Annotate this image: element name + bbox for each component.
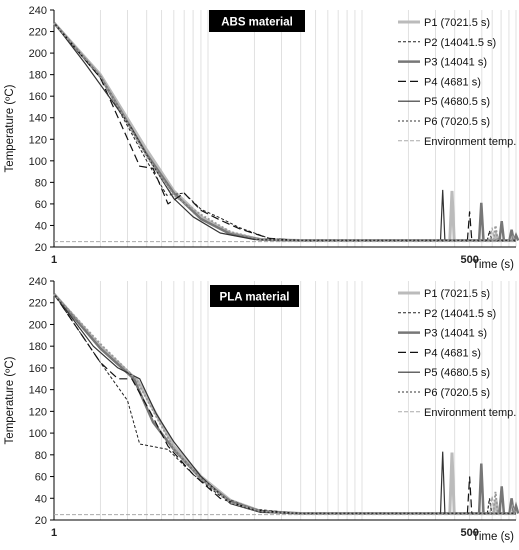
y-axis-label: Temperature (ºC): [4, 356, 16, 444]
series-spike-1: [448, 190, 456, 241]
y-tick-label: 240: [29, 5, 47, 17]
legend-entry-6: P6 (7020.5 s): [424, 387, 490, 399]
y-axis-label: Temperature (ºC): [4, 84, 16, 172]
series-line-5: [53, 22, 516, 242]
legend-entry-7: Environment temp.: [424, 136, 516, 148]
chart-panel-2: 20 40 60 80 100 120 140 160 180 200 220 240 1 500 Temp…: [4, 276, 519, 543]
x-tick-label: 500: [460, 254, 478, 266]
y-tick-label: 120: [29, 134, 47, 146]
legend-entry-6: P6 (7020.5 s): [424, 116, 490, 128]
series-line-2: [53, 293, 516, 514]
series-spike-4: [466, 211, 473, 241]
y-tick-label: 80: [35, 450, 47, 462]
legend-entry-1: P1 (7021.5 s): [424, 17, 490, 29]
y-tick-label: 200: [29, 319, 47, 331]
legend-entry-7: Environment temp.: [424, 407, 516, 419]
series-spike-5: [439, 189, 446, 241]
series-spike-5: [439, 451, 446, 514]
y-tick-label: 220: [29, 298, 47, 310]
y-tick-label: 40: [35, 220, 47, 232]
series-line-1: [52, 21, 516, 242]
y-tick-label: 160: [29, 91, 47, 103]
x-axis-label: Time (s): [472, 531, 514, 543]
series-spike-4: [466, 476, 473, 514]
series-line-3: [53, 22, 516, 242]
legend-entry-5: P5 (4680.5 s): [424, 96, 490, 108]
y-tick-label: 140: [29, 113, 47, 125]
chart-title-box: [210, 285, 299, 307]
chart-title: ABS material: [221, 17, 293, 29]
x-tick-label: 1: [51, 254, 57, 266]
legend-entry-4: P4 (4681 s): [424, 347, 481, 359]
y-tick-label: 40: [35, 493, 47, 505]
legend-entry-4: P4 (4681 s): [424, 76, 481, 88]
series-spike-2: [486, 498, 493, 514]
series-line-2: [53, 22, 516, 241]
series-spike-7: [509, 233, 516, 241]
y-tick-label: 220: [29, 27, 47, 39]
y-tick-label: 100: [29, 428, 47, 440]
legend: P1 (7021.5 s) P2 (14041.5 s) P3 (14041 s) P…: [398, 288, 516, 419]
series-line-6: [53, 293, 516, 515]
legend: P1 (7021.5 s) P2 (14041.5 s) P3 (14041 s) P…: [398, 17, 516, 148]
series-spike-3: [498, 220, 506, 241]
series-line-4: [53, 22, 516, 242]
series-line-6: [53, 22, 516, 242]
series-spike-7: [489, 227, 495, 241]
y-tick-label: 20: [35, 242, 47, 254]
y-tick-label: 20: [35, 515, 47, 527]
series-spike-3: [508, 498, 516, 514]
y-tick-label: 180: [29, 341, 47, 353]
y-tick-label: 240: [29, 276, 47, 288]
y-tick-label: 140: [29, 385, 47, 397]
legend-entry-3: P3 (14041 s): [424, 57, 487, 69]
series-spike-6: [492, 491, 499, 514]
legend-entry-2: P2 (14041.5 s): [424, 37, 496, 49]
chart-panel-1: 20 40 60 80 100 120 140 160 180 200 220 240 1 500 Temp…: [4, 5, 519, 271]
series-spike-3: [498, 486, 506, 514]
y-tick-label: 60: [35, 199, 47, 211]
chart-title-box: [209, 10, 305, 32]
x-tick-label: 1: [51, 527, 57, 539]
series-spike-3: [477, 463, 485, 514]
series-spike-7: [509, 504, 516, 514]
y-tick-label: 120: [29, 406, 47, 418]
x-tick-label: 500: [460, 527, 478, 539]
x-axis-label: Time (s): [472, 259, 514, 271]
y-tick-label: 160: [29, 363, 47, 375]
y-tick-label: 180: [29, 70, 47, 82]
y-tick-label: 80: [35, 177, 47, 189]
series-spike-1: [448, 452, 456, 514]
legend-entry-3: P3 (14041 s): [424, 328, 487, 340]
legend-entry-5: P5 (4680.5 s): [424, 367, 490, 379]
chart-title: PLA material: [220, 292, 290, 304]
series-line-4: [53, 293, 516, 515]
series-spike-3: [477, 202, 485, 241]
y-tick-label: 200: [29, 48, 47, 60]
y-tick-label: 100: [29, 156, 47, 168]
y-tick-label: 60: [35, 472, 47, 484]
legend-entry-1: P1 (7021.5 s): [424, 288, 490, 300]
legend-entry-2: P2 (14041.5 s): [424, 308, 496, 320]
